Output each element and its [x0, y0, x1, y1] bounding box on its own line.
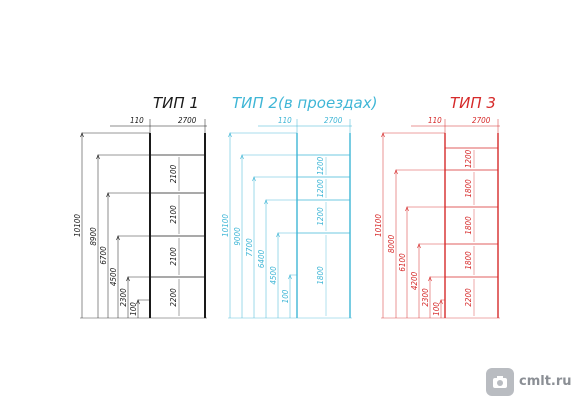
width-dim-label: 110 [428, 116, 442, 125]
dim-arrow [106, 192, 110, 198]
width-dim-label: 110 [278, 116, 292, 125]
dim-arrow [405, 206, 409, 212]
span-dim-label: 1800 [464, 251, 473, 270]
span-dim-label: 2100 [169, 205, 178, 224]
dim-arrow [288, 274, 292, 280]
height-dim-label: 2300 [421, 288, 430, 307]
height-dim-label: 4500 [109, 267, 118, 286]
height-dim-label: 100 [281, 289, 290, 303]
dim-arrow [136, 299, 140, 305]
width-dim-label: 2700 [324, 116, 343, 125]
watermark-text: cmlt.ru [519, 374, 572, 389]
dim-arrow [80, 132, 84, 138]
dim-arrow [276, 232, 280, 238]
height-dim-label: 10100 [73, 214, 82, 237]
height-dim-label: 4200 [410, 271, 419, 290]
height-dim-label: 6400 [257, 249, 266, 268]
type-title: ТИП 3 [450, 94, 496, 112]
span-dim-label: 1800 [464, 179, 473, 198]
height-dim-label: 100 [129, 302, 138, 316]
dim-arrow [252, 176, 256, 182]
dim-arrow [428, 276, 432, 282]
span-dim-label: 1800 [316, 266, 325, 285]
dim-arrow [264, 199, 268, 205]
span-dim-label: 1200 [464, 149, 473, 168]
height-dim-label: 7700 [245, 238, 254, 257]
dim-arrow [228, 132, 232, 138]
width-dim-label: 110 [130, 116, 144, 125]
dim-arrow [394, 169, 398, 175]
span-dim-label: 2100 [169, 164, 178, 183]
type-title: ТИП 1 [153, 94, 199, 112]
type-title: ТИП 2(в проездах) [232, 94, 377, 112]
span-dim-label: 1200 [316, 207, 325, 226]
dim-arrow [240, 154, 244, 160]
height-dim-label: 2300 [119, 288, 128, 307]
height-dim-label: 6100 [398, 253, 407, 272]
height-dim-label: 6700 [99, 246, 108, 265]
width-dim-label: 2700 [472, 116, 491, 125]
span-dim-label: 1800 [464, 216, 473, 235]
dim-arrow [381, 132, 385, 138]
height-dim-label: 8000 [387, 234, 396, 253]
height-dim-label: 10100 [221, 214, 230, 237]
dim-arrow [417, 243, 421, 249]
height-dim-label: 9000 [233, 227, 242, 246]
camera-icon [493, 376, 507, 388]
dim-arrow [126, 276, 130, 282]
height-dim-label: 4500 [269, 266, 278, 285]
span-dim-label: 2200 [464, 288, 473, 307]
span-dim-label: 2100 [169, 247, 178, 266]
height-dim-label: 100 [432, 302, 441, 316]
dim-arrow [116, 235, 120, 241]
height-dim-label: 8900 [89, 227, 98, 246]
height-dim-label: 10100 [374, 214, 383, 237]
dim-arrow [439, 299, 443, 305]
span-dim-label: 1200 [316, 156, 325, 175]
width-dim-label: 2700 [178, 116, 197, 125]
type-group-t2: ТИП 2(в проездах) 110 2700 10100 90007700640… [221, 94, 377, 319]
span-dim-label: 1200 [316, 179, 325, 198]
dim-arrow [96, 154, 100, 160]
span-dim-label: 2200 [169, 288, 178, 307]
